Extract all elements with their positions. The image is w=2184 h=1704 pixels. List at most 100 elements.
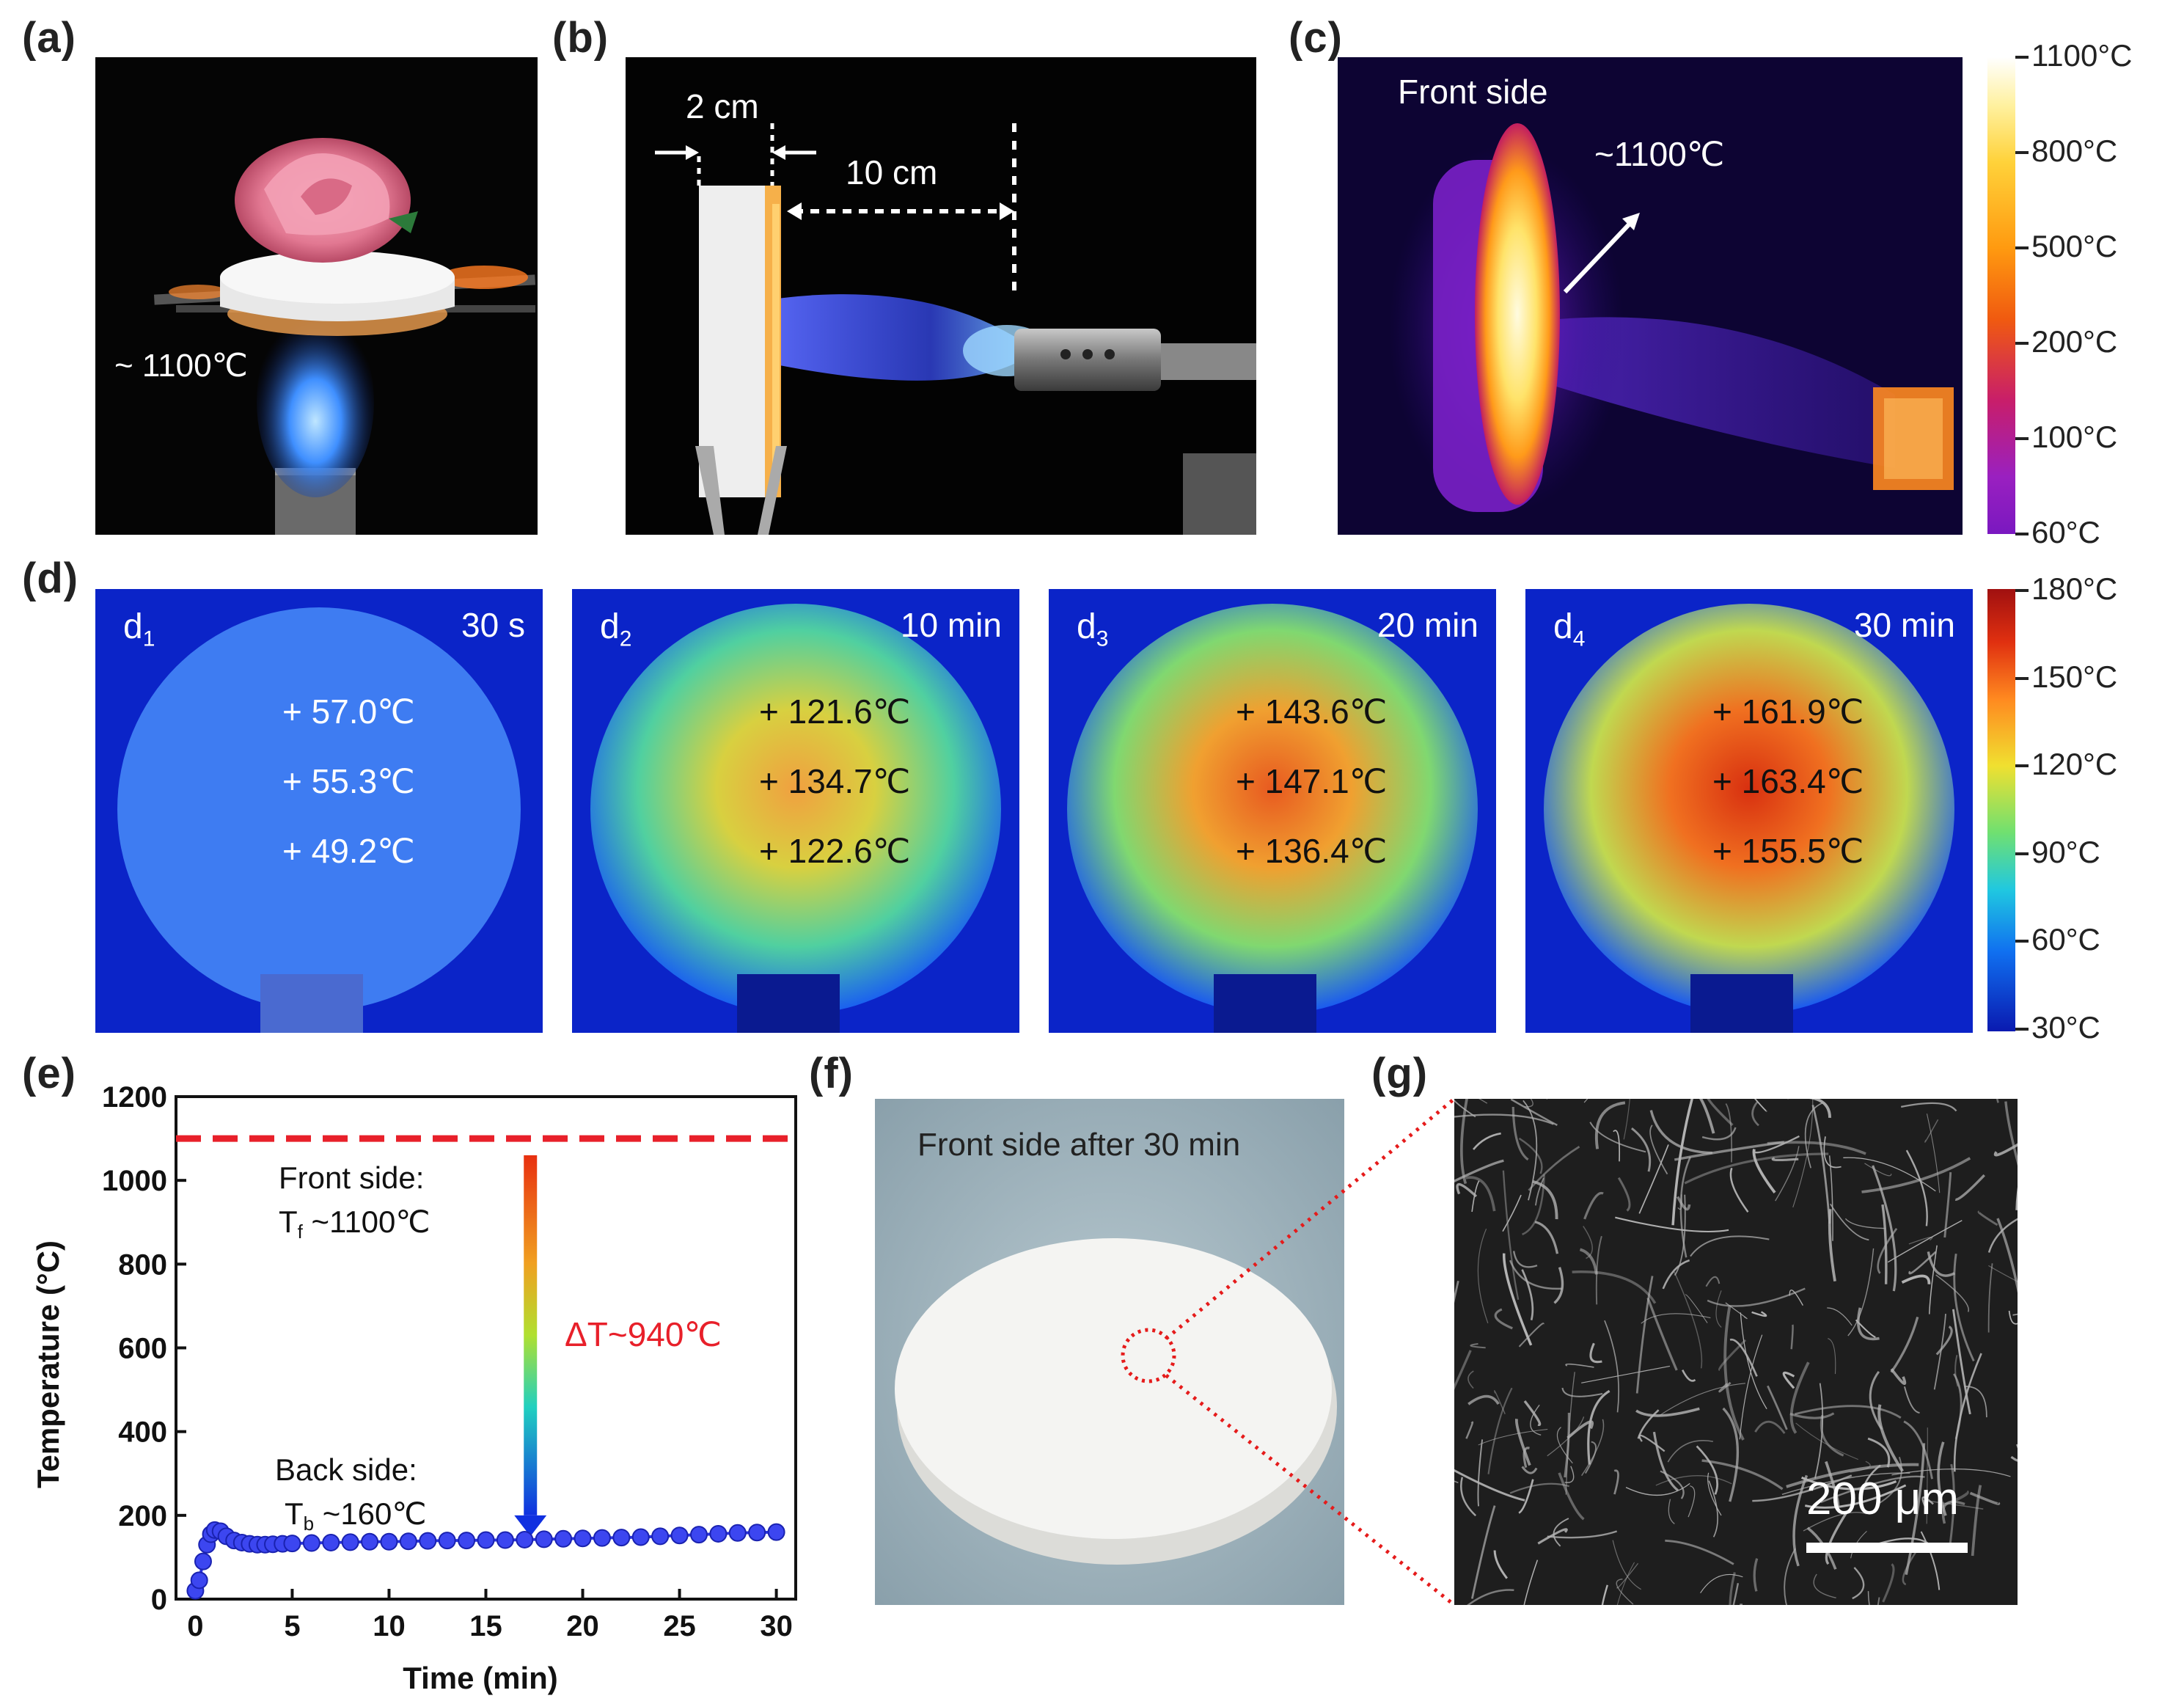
sem-fiber <box>1612 1540 1641 1590</box>
sem-fiber <box>1725 1302 1748 1320</box>
thermal-frame-label: d1 <box>123 607 155 651</box>
sem-fiber <box>1938 1490 1969 1509</box>
thermal-frame-label: d3 <box>1077 607 1109 651</box>
thermal-frame-time: 20 min <box>1377 606 1478 644</box>
panel-c-colorbar-tick-mark <box>2015 533 2029 535</box>
sem-fiber <box>2004 1101 2018 1166</box>
sem-fiber <box>1674 1194 1686 1276</box>
panel-label-g: (g) <box>1371 1050 1429 1097</box>
panel-f-photo: Front side after 30 min <box>875 1099 1344 1605</box>
sem-fiber <box>1867 1437 1891 1468</box>
sem-fiber <box>1699 1099 1715 1134</box>
aerogel-disk-top <box>220 251 455 304</box>
sem-fiber <box>1729 1167 1749 1213</box>
sem-fiber <box>1948 1463 1955 1551</box>
panel-c-colorbar-tick-label: 60°C <box>2031 515 2100 549</box>
panel-c-colorbar-tick-mark <box>2015 56 2029 59</box>
sem-fiber <box>1795 1405 1902 1419</box>
sem-fiber <box>1954 1355 1959 1387</box>
y-tick-label: 0 <box>151 1584 167 1616</box>
panel-g-scalebar-label: 200 μm <box>1806 1474 1960 1524</box>
sem-fiber <box>1660 1470 1685 1499</box>
sem-fiber <box>1891 1469 2011 1477</box>
thermal-point-reading: + 155.5℃ <box>1712 832 1864 870</box>
sem-fiber <box>1677 1194 1682 1210</box>
sem-fiber <box>1887 1220 1963 1263</box>
sem-fiber <box>1478 1428 1548 1446</box>
sem-fiber <box>1511 1106 1529 1161</box>
thermal-frame-3: d3 20 min + 143.6℃ + 147.1℃ + 136.4℃ <box>1049 589 1496 1033</box>
sem-fiber <box>1792 1099 1814 1208</box>
sem-fiber <box>1589 1122 1646 1153</box>
sem-fiber <box>1952 1309 1971 1415</box>
panel-b-photo: 2 cm 10 cm <box>626 57 1256 535</box>
x-tick-label: 5 <box>284 1610 300 1642</box>
panel-d-colorbar-tick-mark <box>2015 764 2029 768</box>
sem-fiber <box>1638 1434 1666 1452</box>
panel-label-c: (c) <box>1289 14 1343 62</box>
y-tick-label: 1000 <box>102 1165 167 1197</box>
sem-fiber <box>1754 1099 1767 1112</box>
sample-disk <box>1544 604 1954 1014</box>
back-side-point <box>612 1529 631 1547</box>
thermal-point-reading: + 57.0℃ <box>282 692 415 731</box>
panel-c-ir-image: Front side ~1100℃ <box>1338 57 1963 535</box>
sem-fiber <box>1583 1191 1604 1220</box>
sem-fiber <box>1820 1414 1844 1457</box>
sem-fiber <box>1566 1420 1594 1439</box>
panel-d-colorbar-tick-mark <box>2015 676 2029 680</box>
sem-fiber <box>1512 1251 1538 1268</box>
sem-fiber <box>1792 1474 1809 1567</box>
sem-fiber <box>1662 1259 1690 1290</box>
back-side-point <box>399 1532 417 1551</box>
back-side-point <box>194 1552 212 1570</box>
sem-fiber <box>1454 1100 1476 1118</box>
sem-fiber <box>1631 1127 1652 1172</box>
sem-fiber <box>1811 1105 1831 1224</box>
sem-fiber <box>1454 1350 1472 1390</box>
y-tick-label: 600 <box>118 1333 167 1365</box>
sem-fiber <box>1861 1464 1881 1504</box>
panel-c-colorbar-tick-label: 500°C <box>2031 229 2118 263</box>
sem-fiber <box>1922 1499 1984 1510</box>
sem-fiber <box>1844 1218 1886 1229</box>
sem-fiber <box>1561 1387 1603 1397</box>
sem-fiber <box>1659 1383 1746 1416</box>
back-side-point <box>709 1524 728 1543</box>
x-tick-label: 25 <box>663 1610 696 1642</box>
sem-fiber <box>1465 1421 1474 1439</box>
panel-b-thickness: 2 cm <box>686 87 759 125</box>
thermal-point-reading: + 161.9℃ <box>1712 692 1864 731</box>
panel-c-colorbar-tick-label: 800°C <box>2031 134 2118 168</box>
sem-fiber <box>1547 1530 1618 1539</box>
sem-fiber <box>1674 1141 1784 1161</box>
sem-fiber <box>1775 1146 1800 1202</box>
sample-disk <box>590 604 1001 1014</box>
sem-fiber <box>1701 1459 1784 1491</box>
sem-fiber <box>1564 1466 1575 1483</box>
zoom-circle <box>1121 1328 1176 1383</box>
back-side-point <box>689 1526 708 1544</box>
sem-fiber <box>1739 1334 1763 1440</box>
x-tick-label: 30 <box>760 1610 793 1642</box>
back-annotation-1: Back side: <box>275 1452 417 1487</box>
thermal-point-reading: + 163.4℃ <box>1712 762 1864 800</box>
sem-fiber <box>1787 1099 1831 1118</box>
sem-fiber <box>1823 1136 1842 1169</box>
panel-d-colorbar-tick-mark <box>2015 1028 2029 1031</box>
sem-fiber <box>1471 1180 1480 1213</box>
back-side-point <box>341 1533 359 1551</box>
sem-fiber <box>1828 1338 1836 1375</box>
sem-fiber <box>1771 1157 1799 1162</box>
sem-fiber <box>1572 1270 1657 1304</box>
sem-fiber <box>1953 1353 1982 1472</box>
sem-fiber <box>1882 1563 1895 1603</box>
x-tick-label: 20 <box>566 1610 599 1642</box>
thermal-point-reading: + 147.1℃ <box>1236 762 1388 800</box>
panel-c-colorbar-tick-label: 1100°C <box>2031 38 2133 73</box>
sem-fiber <box>1905 1443 1926 1576</box>
sample-holder <box>1690 974 1793 1033</box>
sem-fiber <box>1616 1562 1639 1589</box>
back-side-point <box>670 1526 689 1545</box>
sem-fiber <box>1800 1476 1897 1491</box>
